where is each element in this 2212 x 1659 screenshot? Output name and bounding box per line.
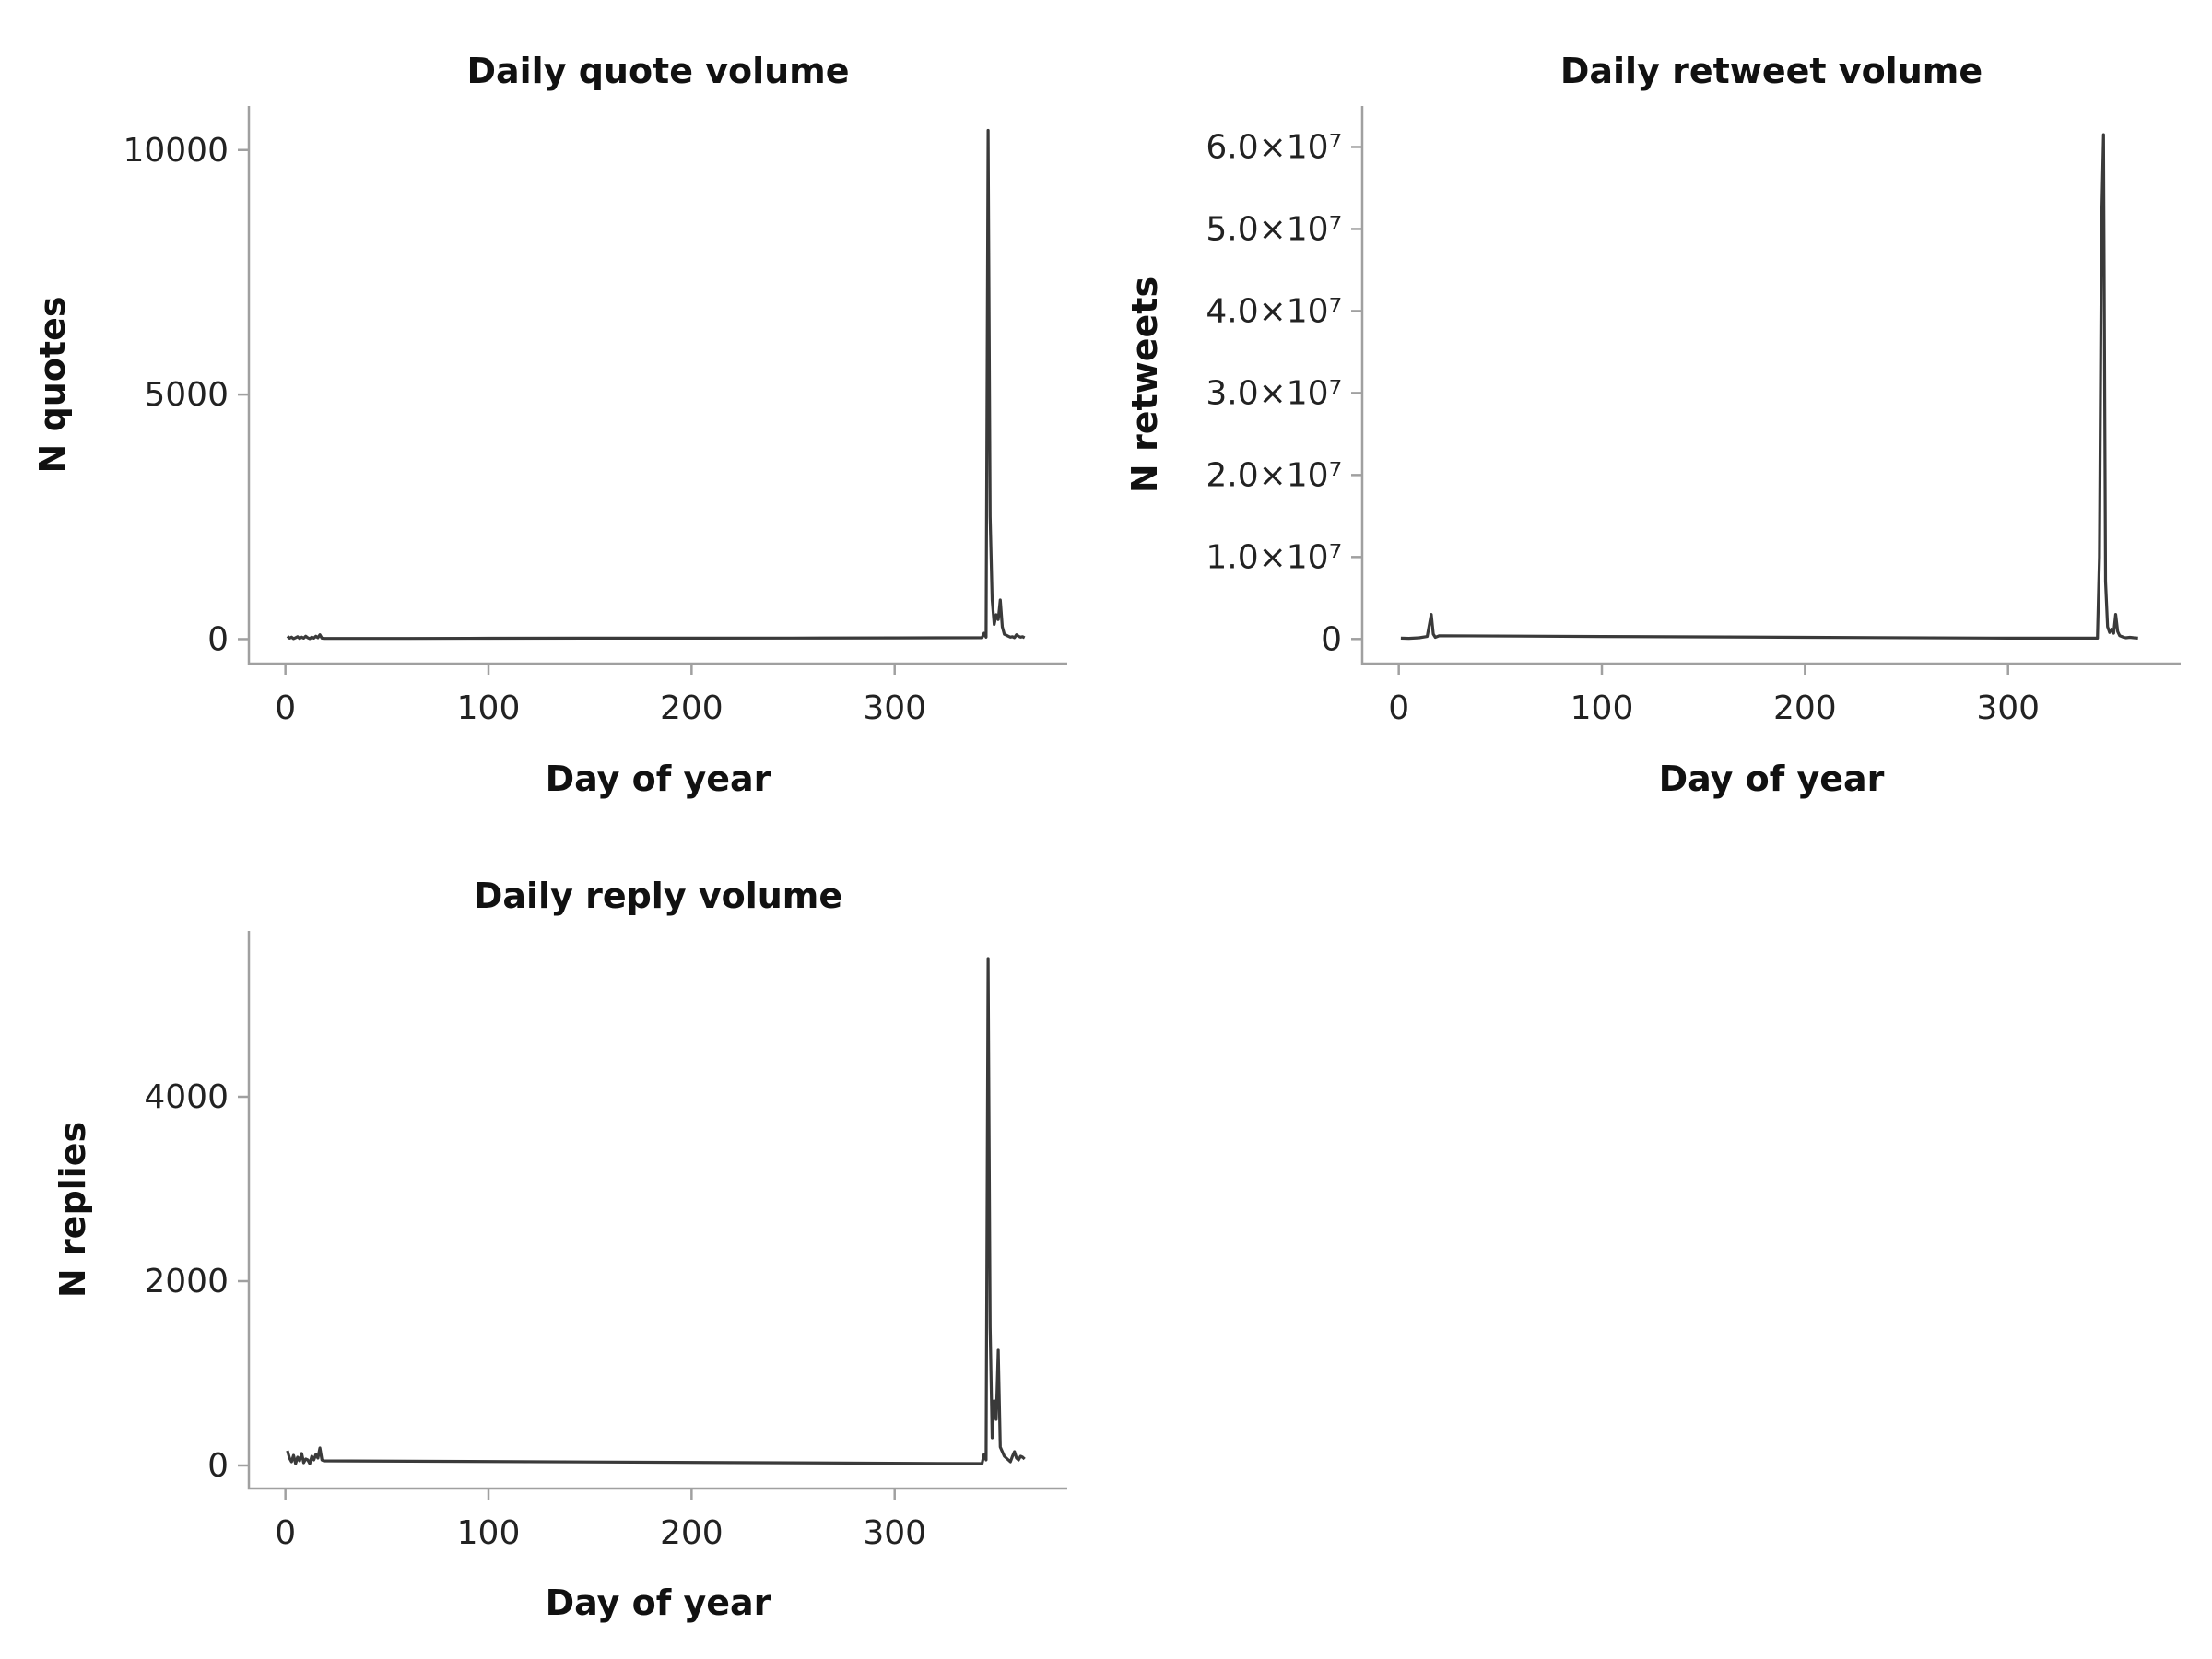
x-tick-label: 100: [1571, 689, 1634, 727]
x-tick-label: 300: [863, 689, 926, 727]
axis-lines: [247, 106, 1067, 665]
chart-panel-1: Daily quote volume 0 100 200 300 0 5000 10000 Da…: [32, 51, 1067, 799]
axis-lines: [247, 931, 1067, 1490]
y-tick-label: 10000: [123, 132, 229, 170]
x-axis-label: Day of year: [1659, 759, 1885, 799]
y-tick-label: 2.0×10⁷: [1206, 456, 1342, 494]
y-tick-label: 0: [207, 1447, 229, 1485]
y-tick-label: 1.0×10⁷: [1206, 538, 1342, 576]
series-line: [1400, 133, 2138, 641]
x-tick-label: 100: [457, 1514, 521, 1552]
series-line: [286, 128, 1026, 641]
y-tick-label: 0: [207, 620, 229, 658]
chart-title: Daily quote volume: [466, 51, 849, 91]
y-tick-label: 5.0×10⁷: [1206, 210, 1342, 248]
x-tick-label: 300: [863, 1514, 926, 1552]
axis-lines: [1360, 106, 2181, 665]
x-tick-label: 300: [1976, 689, 2040, 727]
series-line: [286, 957, 1026, 1465]
x-tick-label: 200: [1773, 689, 1837, 727]
x-tick-label: 0: [275, 1514, 296, 1552]
x-axis-label: Day of year: [546, 1583, 771, 1623]
y-tick-label: 5000: [144, 376, 229, 414]
y-tick-label: 0: [1321, 620, 1342, 658]
x-tick-label: 200: [660, 689, 724, 727]
x-tick-label: 200: [660, 1514, 724, 1552]
x-axis-label: Day of year: [546, 759, 771, 799]
y-axis-label: N replies: [53, 1122, 93, 1298]
y-tick-label: 3.0×10⁷: [1206, 374, 1342, 412]
chart-title: Daily retweet volume: [1560, 51, 1983, 91]
y-tick-label: 2000: [144, 1263, 229, 1300]
chart-panel-3: Daily reply volume 0 100 200 300 0 2000 4000 Day…: [53, 876, 1067, 1623]
x-tick-label: 100: [457, 689, 521, 727]
chart-panel-2: Daily retweet volume 0 100 200 300 0 1.0×10⁷ 2.…: [1124, 51, 2181, 799]
chart-title: Daily reply volume: [474, 876, 842, 916]
y-tick-label: 4000: [144, 1078, 229, 1116]
y-tick-label: 4.0×10⁷: [1206, 292, 1342, 330]
x-tick-label: 0: [275, 689, 296, 727]
y-tick-label: 6.0×10⁷: [1206, 128, 1342, 166]
x-tick-label: 0: [1388, 689, 1409, 727]
y-axis-label: N retweets: [1124, 276, 1165, 493]
y-axis-label: N quotes: [32, 297, 73, 474]
